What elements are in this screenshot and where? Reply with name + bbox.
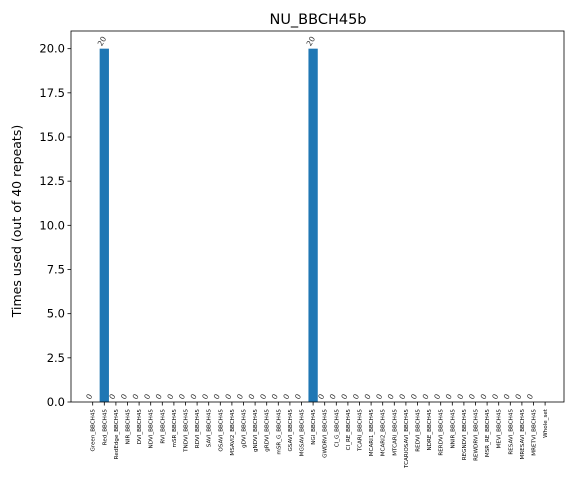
- y-tick-label: 0.0: [47, 395, 65, 409]
- bar-value-label: 0: [235, 392, 245, 401]
- x-tick-label: RDVI_BBCH45: [195, 409, 201, 449]
- x-tick-label: TCARI_BBCH45: [358, 409, 364, 452]
- x-tick-label: mSR_G_BBCH45: [276, 409, 282, 455]
- bar-value-label: 0: [328, 392, 338, 401]
- bar-value-label: 0: [351, 392, 361, 401]
- x-tick-label: Green_BBCH45: [91, 409, 97, 452]
- bar-value-label: 0: [142, 392, 152, 401]
- x-tick-label: NDVI_BBCH45: [149, 409, 155, 449]
- bar-value-label: 0: [293, 392, 303, 401]
- x-tick-label: CI_G_BBCH45: [334, 409, 340, 448]
- bars-layer: [99, 48, 318, 403]
- x-tick-label: MRESAVI_BBCH45: [520, 409, 526, 460]
- x-tick-label: mSR_BBCH45: [172, 409, 178, 448]
- x-tick-label: Red_BBCH45: [102, 409, 108, 446]
- bar-value-label: 0: [131, 392, 141, 401]
- x-tick-label: REWDRVI_BBCH45: [474, 409, 480, 461]
- x-tick-label: MSAVI2_BBCH45: [230, 409, 236, 456]
- x-tick-label: Whole_set: [543, 408, 549, 438]
- bar-value-label: 20: [305, 35, 318, 48]
- bar-value-label: 0: [444, 392, 454, 401]
- x-tick-label: TCARIOSAVI_BBCH45: [404, 409, 410, 469]
- bar-value-label: 0: [374, 392, 384, 401]
- x-axis-ticks: Green_BBCH45 Red_BBCH45 RedEdge_BBCH45 NIR_…: [91, 402, 549, 469]
- x-tick-label: GSAVI_BBCH45: [288, 409, 294, 452]
- bar-value-label: 0: [409, 392, 419, 401]
- bar-value-label: 0: [525, 392, 535, 401]
- bar-value-label: 0: [490, 392, 500, 401]
- bar-value-label: 0: [455, 392, 465, 401]
- x-tick-label: RedEdge_BBCH45: [114, 409, 120, 460]
- y-tick-label: 12.5: [39, 174, 65, 188]
- bar-value-label: 0: [479, 392, 489, 401]
- x-tick-label: MEVI_BBCH45: [497, 409, 503, 449]
- bar-NGI_BBCH45: [308, 48, 318, 403]
- bar-value-label: 0: [432, 392, 442, 401]
- bar-value-label: 0: [316, 392, 326, 401]
- x-tick-label: gNDVI_BBCH45: [253, 409, 259, 452]
- x-tick-label: RESAVI_BBCH45: [508, 409, 514, 455]
- x-tick-label: NNIR_BBCH45: [450, 409, 456, 449]
- y-tick-label: 15.0: [39, 130, 65, 144]
- x-tick-label: MTCARI_BBCH45: [392, 409, 398, 456]
- bar-value-label: 0: [119, 392, 129, 401]
- bar-value-label: 0: [200, 392, 210, 401]
- bar-value-label: 20: [96, 35, 109, 48]
- x-tick-label: NIR_BBCH45: [126, 409, 132, 445]
- bar-value-label: 0: [223, 392, 233, 401]
- x-tick-label: MGSAVI_BBCH45: [300, 409, 306, 457]
- x-tick-label: TNDVI_BBCH45: [184, 409, 190, 453]
- x-tick-label: MCARI1_BBCH45: [369, 409, 375, 457]
- y-tick-label: 7.5: [47, 263, 65, 277]
- y-axis-ticks: 0.0 2.5 5.0 7.5 10.0 12.5 15.0 17.5 20.0: [39, 42, 71, 409]
- bar-value-label: 0: [165, 392, 175, 401]
- x-tick-label: NDRE_BBCH45: [427, 409, 433, 451]
- bar-value-label: 0: [154, 392, 164, 401]
- y-tick-label: 2.5: [47, 351, 65, 365]
- bar-value-label: 0: [339, 392, 349, 401]
- x-tick-label: MSR_RE_BBCH45: [485, 409, 491, 458]
- x-tick-label: DVI_BBCH45: [137, 409, 143, 445]
- x-tick-label: RVI_BBCH45: [160, 409, 166, 444]
- x-tick-label: gRDVI_BBCH45: [265, 409, 271, 452]
- bar-value-label: 0: [270, 392, 280, 401]
- bar-value-label: 0: [84, 392, 94, 401]
- y-tick-label: 17.5: [39, 86, 65, 100]
- bar-value-label: 0: [177, 392, 187, 401]
- x-tick-label: REGNDVI_BBCH45: [462, 409, 468, 461]
- x-tick-label: SAVI_BBCH45: [207, 409, 213, 448]
- bar-value-label: 0: [281, 392, 291, 401]
- bar-value-label: 0: [467, 392, 477, 401]
- x-tick-label: CI_RE_BBCH45: [346, 409, 352, 451]
- y-tick-label: 10.0: [39, 218, 65, 232]
- bar-value-label: 0: [212, 392, 222, 401]
- bar-value-label: 0: [502, 392, 512, 401]
- bar-value-label: 0: [363, 392, 373, 401]
- x-tick-label: RERDVI_BBCH45: [439, 409, 445, 456]
- x-tick-label: MRETVI_BBCH45: [532, 409, 538, 456]
- bar-Red_BBCH45: [99, 48, 109, 403]
- y-axis-label: Times used (out of 40 repeats): [9, 125, 24, 318]
- x-tick-label: OSAVI_BBCH45: [218, 409, 224, 452]
- bar-value-label: 0: [258, 392, 268, 401]
- x-tick-label: GWDRVI_BBCH45: [323, 409, 329, 458]
- x-tick-label: NGI_BBCH45: [311, 409, 317, 445]
- bar-value-label: 0: [247, 392, 257, 401]
- chart-title: NU_BBCH45b: [269, 12, 366, 28]
- plot-frame: [70, 30, 565, 403]
- bar-value-label: 0: [189, 392, 199, 401]
- x-tick-label: MCARI2_BBCH45: [381, 409, 387, 457]
- bar-value-label: 0: [397, 392, 407, 401]
- x-tick-label: REDVI_BBCH45: [416, 409, 422, 452]
- bar-value-label: 0: [513, 392, 523, 401]
- y-tick-label: 5.0: [47, 307, 65, 321]
- bar-value-label: 0: [386, 392, 396, 401]
- bar-value-label: 0: [421, 392, 431, 401]
- y-tick-label: 20.0: [39, 42, 65, 56]
- bar-value-label: 0: [107, 392, 117, 401]
- x-tick-label: gDVI_BBCH45: [242, 409, 248, 448]
